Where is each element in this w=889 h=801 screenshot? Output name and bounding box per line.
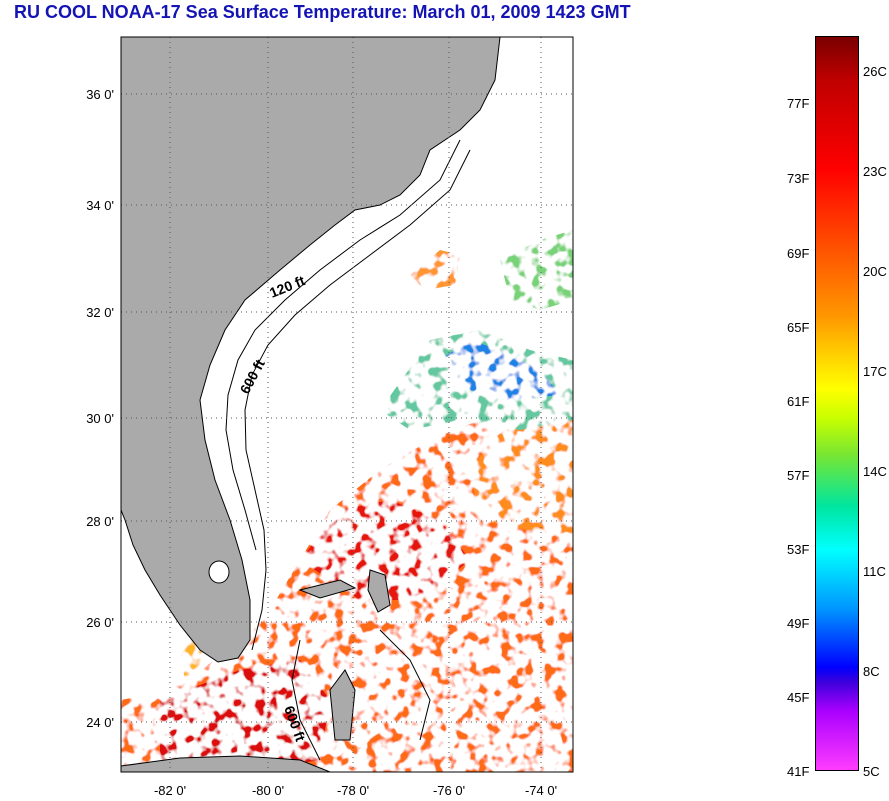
- lon-tick-76: -76 0': [433, 783, 465, 798]
- lon-tick-74: -74 0': [525, 783, 557, 798]
- cb-f-53: 53F: [787, 542, 810, 557]
- sst-patch-south-hot: [160, 660, 330, 772]
- temperature-colorbar: [815, 36, 859, 771]
- land-cuba: [121, 755, 331, 772]
- cb-c-14: 14C: [863, 464, 887, 479]
- sst-patch-gulfstream: [300, 500, 470, 600]
- cb-c-26: 26C: [863, 64, 887, 79]
- cb-f-45: 45F: [787, 690, 810, 705]
- contour-120ft: [225, 139, 461, 551]
- cb-c-8: 8C: [863, 664, 880, 679]
- lat-tick-30: 30 0': [86, 411, 114, 426]
- contour-label-600ft: 600 ft: [237, 356, 268, 396]
- cb-f-77: 77F: [787, 96, 810, 111]
- land-us-east-coast: [121, 37, 501, 663]
- cb-c-17: 17C: [863, 364, 887, 379]
- cb-c-11: 11C: [863, 564, 886, 579]
- cb-f-49: 49F: [787, 616, 810, 631]
- land-bahamas-abaco: [367, 569, 391, 613]
- longitude-ticks: -82 0' -80 0' -78 0' -76 0' -74 0': [154, 783, 557, 798]
- lake-okeechobee: [208, 560, 230, 584]
- contour-600ft: [244, 149, 471, 651]
- contour-600ft-bahamas: [291, 629, 431, 761]
- map-frame: [120, 36, 574, 773]
- lat-tick-24: 24 0': [86, 715, 114, 730]
- cb-c-5: 5C: [863, 764, 880, 779]
- cb-f-69: 69F: [787, 246, 810, 261]
- cb-c-23: 23C: [863, 164, 887, 179]
- cb-c-20: 20C: [863, 264, 887, 279]
- lat-tick-34: 34 0': [86, 198, 114, 213]
- cb-f-61: 61F: [787, 394, 810, 409]
- cb-f-65: 65F: [787, 320, 810, 335]
- graticule: [121, 37, 573, 772]
- land-bahamas-grand: [298, 579, 357, 599]
- lon-tick-82: -82 0': [154, 783, 186, 798]
- cb-f-73: 73F: [787, 171, 810, 186]
- lat-tick-28: 28 0': [86, 514, 114, 529]
- cb-f-41: 41F: [787, 764, 810, 779]
- lon-tick-80: -80 0': [252, 783, 284, 798]
- sst-patch-east: [470, 410, 573, 540]
- sst-patch-north-east: [500, 230, 573, 310]
- sst-patch-blue: [440, 340, 560, 400]
- latitude-ticks: 36 0' 34 0' 32 0' 30 0' 28 0' 26 0' 24 0…: [86, 87, 114, 730]
- sst-data: [121, 230, 573, 772]
- cb-f-57: 57F: [787, 468, 810, 483]
- lat-tick-36: 36 0': [86, 87, 114, 102]
- map-title: RU COOL NOAA-17 Sea Surface Temperature:…: [14, 2, 631, 22]
- lat-tick-32: 32 0': [86, 305, 114, 320]
- sst-patch-north-scatter: [410, 250, 460, 290]
- lon-tick-78: -78 0': [337, 783, 369, 798]
- lat-tick-26: 26 0': [86, 615, 114, 630]
